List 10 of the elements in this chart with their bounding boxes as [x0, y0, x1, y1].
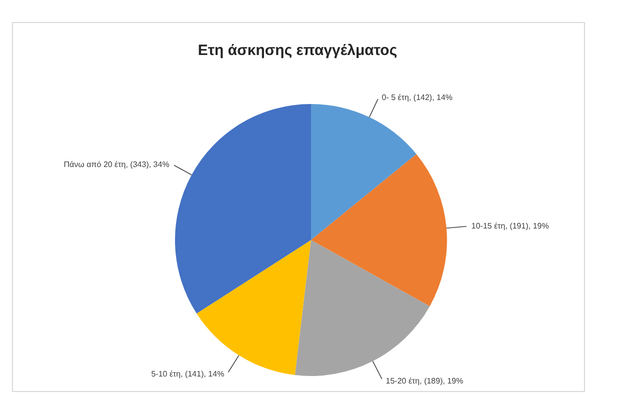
pie-slice [294, 240, 430, 376]
pie-slice [175, 104, 311, 314]
slice-label: 5-10 έτη, (141), 14% [151, 369, 224, 378]
pie-slice [311, 154, 447, 306]
slice-label: 15-20 έτη, (189), 19% [386, 376, 464, 386]
slice-label: Πάνω από 20 έτη, (343), 34% [64, 160, 170, 169]
slice-label: 0- 5 έτη, (142), 14% [382, 92, 453, 102]
pie-slice [311, 104, 416, 240]
slice-label: 10-15 έτη, (191), 19% [471, 222, 549, 231]
chart-title: Ετη άσκησης επαγγέλματος [196, 42, 398, 59]
